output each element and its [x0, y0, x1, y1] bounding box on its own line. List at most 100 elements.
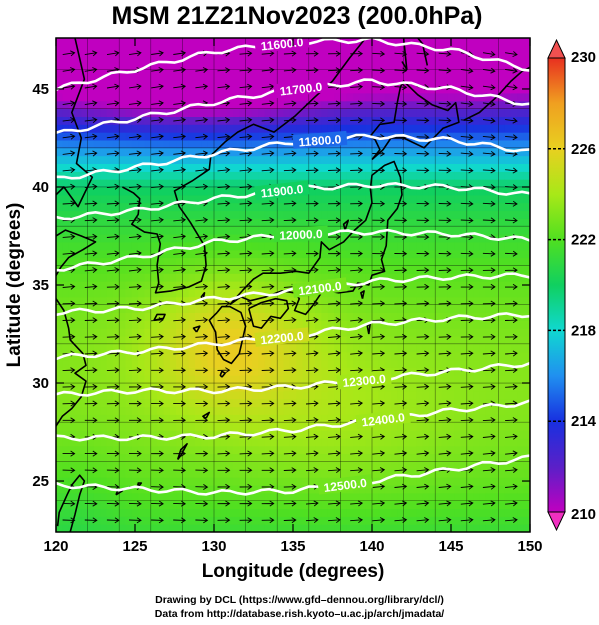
heat-cell: [498, 249, 506, 259]
wind-vector: [151, 83, 164, 90]
heat-cell: [391, 218, 398, 227]
heat-cell: [119, 288, 127, 298]
heat-cell: [138, 273, 146, 282]
heat-cell: [100, 147, 108, 157]
heat-cell: [214, 179, 221, 188]
heat-cell: [62, 328, 70, 337]
heat-cell: [251, 492, 259, 502]
heat-cell: [182, 163, 190, 172]
heat-cell: [207, 390, 215, 400]
heat-cell: [245, 343, 253, 353]
heat-cell: [207, 85, 215, 94]
heat-cell: [447, 210, 455, 219]
heat-cell: [504, 257, 512, 266]
heat-cell: [195, 359, 202, 368]
heat-cell: [169, 92, 177, 102]
heat-cell: [296, 422, 304, 431]
heat-cell: [163, 351, 171, 361]
heat-cell: [106, 288, 114, 298]
heat-cell: [409, 45, 417, 55]
heat-cell: [283, 359, 291, 368]
heat-cell: [340, 469, 348, 478]
heat-cell: [283, 45, 291, 55]
heat-cell: [517, 92, 525, 102]
wind-vector: [151, 417, 164, 424]
heat-cell: [498, 351, 506, 361]
heat-cell: [346, 249, 354, 259]
heat-cell: [233, 367, 240, 376]
heat-cell: [397, 445, 405, 455]
heat-cell: [182, 500, 190, 509]
wind-vector: [62, 133, 76, 140]
heat-cell: [169, 132, 177, 141]
heat-cell: [188, 414, 196, 423]
heat-cell: [270, 171, 278, 180]
heat-cell: [201, 469, 209, 478]
wind-vector: [106, 200, 120, 207]
heat-cell: [466, 375, 474, 384]
heat-cell: [226, 139, 234, 149]
heat-cell: [416, 492, 424, 502]
heat-cell: [100, 437, 108, 447]
heat-cell: [353, 453, 360, 462]
heat-cell: [422, 100, 430, 110]
heat-cell: [511, 469, 518, 478]
heat-cell: [195, 218, 202, 227]
heat-cell: [504, 414, 512, 423]
heat-cell: [403, 375, 411, 384]
heat-cell: [176, 304, 183, 313]
heat-cell: [378, 61, 386, 70]
heat-cell: [163, 312, 171, 321]
heat-cell: [169, 85, 177, 94]
heat-cell: [106, 320, 114, 329]
wind-vector: [173, 517, 187, 524]
heat-cell: [169, 359, 177, 368]
heat-cell: [163, 226, 171, 235]
heat-cell: [315, 257, 322, 266]
heat-cell: [428, 132, 436, 141]
heat-cell: [308, 210, 316, 219]
heat-cell: [523, 508, 530, 517]
heat-cell: [62, 273, 70, 282]
heat-cell: [144, 422, 152, 431]
heat-cell: [56, 414, 63, 423]
heat-cell: [428, 155, 436, 164]
heat-cell: [163, 281, 171, 290]
heat-cell: [397, 92, 405, 102]
wind-vector: [84, 367, 98, 374]
heat-cell: [258, 100, 266, 110]
heat-cell: [182, 281, 190, 290]
heat-cell: [169, 53, 177, 63]
heat-cell: [517, 390, 525, 400]
heat-cell: [233, 430, 240, 439]
heat-cell: [384, 383, 392, 392]
wind-vector: [151, 217, 164, 224]
heat-cell: [384, 343, 392, 353]
heat-cell: [188, 265, 196, 274]
wind-vector: [151, 383, 164, 390]
heat-cell: [315, 516, 322, 525]
heat-cell: [372, 139, 379, 149]
heat-cell: [384, 422, 392, 431]
heat-cell: [87, 147, 95, 157]
heat-cell: [169, 477, 177, 486]
heat-cell: [125, 288, 133, 298]
heat-cell: [460, 171, 468, 180]
heat-cell: [340, 187, 348, 196]
heat-cell: [150, 155, 158, 164]
heat-cell: [479, 508, 487, 517]
heat-cell: [226, 351, 234, 361]
heat-cell: [56, 422, 63, 431]
heat-cell: [251, 249, 259, 259]
heat-cell: [315, 312, 322, 321]
heat-cell: [258, 202, 266, 212]
heat-cell: [308, 359, 316, 368]
heat-cell: [207, 453, 215, 462]
heat-cell: [226, 453, 234, 462]
heat-cell: [403, 508, 411, 517]
heat-cell: [226, 398, 234, 408]
heat-cell: [93, 477, 101, 486]
heat-cell: [511, 187, 518, 196]
heat-cell: [504, 500, 512, 509]
heat-cell: [378, 336, 386, 345]
